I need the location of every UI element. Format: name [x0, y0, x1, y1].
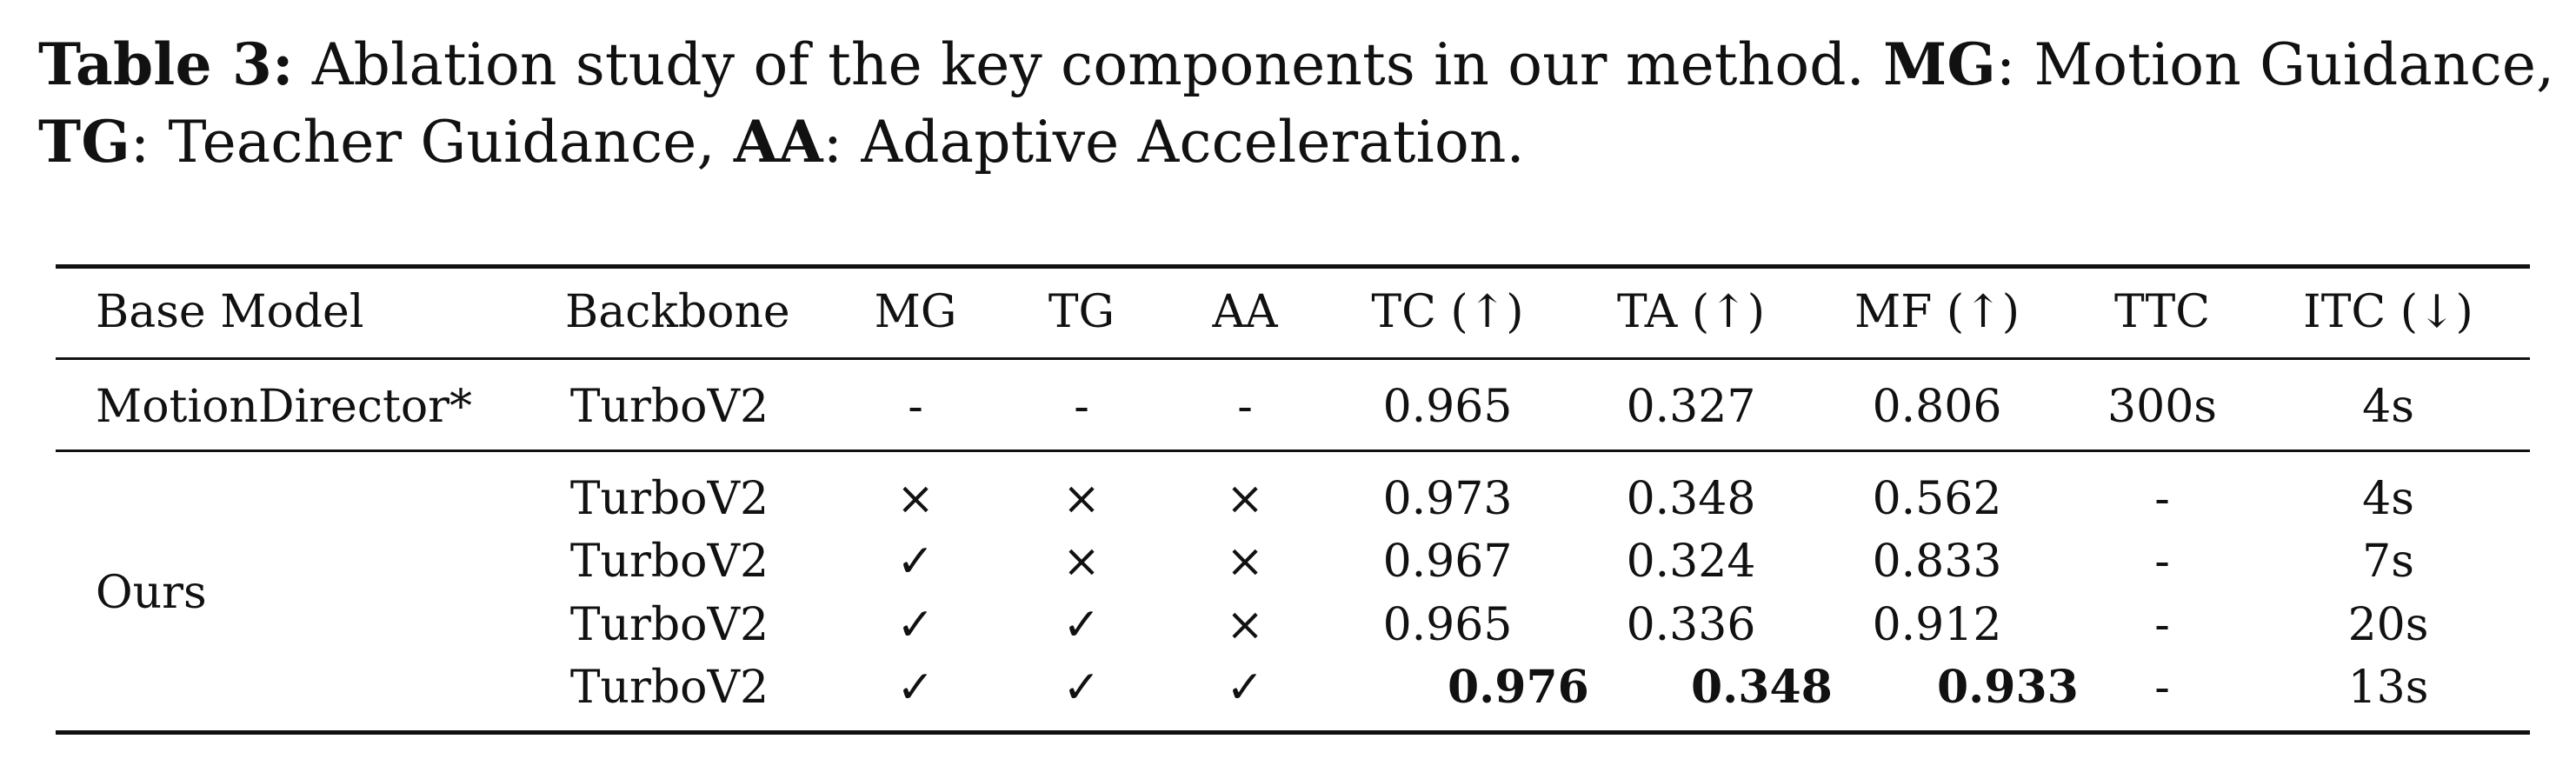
table-cell: ✓ [1062, 662, 1101, 714]
best-result-cell: 0.976 [1448, 661, 1589, 714]
table-cell: × [1226, 536, 1264, 588]
table-cell: ✓ [1226, 662, 1264, 714]
table-cell: TurboV2 [569, 662, 769, 714]
table-cell: 0.348 [1626, 473, 1756, 525]
table-cell: × [1062, 536, 1101, 588]
table-top-rule [56, 264, 2530, 269]
table-cell: 13s [2347, 662, 2429, 714]
table-cell: 0.336 [1626, 599, 1756, 651]
table-cell: - [908, 381, 923, 433]
table-bottom-rule [56, 730, 2530, 735]
table-cell: - [2154, 599, 2170, 651]
header-rule [56, 357, 2530, 360]
table-cell: × [1226, 473, 1264, 525]
table-cell: ✓ [896, 662, 935, 714]
table-cell: 0.833 [1872, 536, 2002, 588]
table-caption: Table 3: Ablation study of the key compo… [38, 26, 2559, 181]
table-cell: 20s [2347, 599, 2429, 651]
table-cell: - [2154, 662, 2170, 714]
table-cell: 0.806 [1872, 381, 2002, 433]
table-cell: ✓ [896, 599, 935, 651]
column-header: MF (↑) [1854, 286, 2020, 338]
column-header: TC (↑) [1371, 286, 1524, 338]
table-cell: × [1062, 473, 1101, 525]
column-header: AA [1212, 286, 1278, 338]
table-cell: 0.967 [1382, 536, 1513, 588]
table-cell: × [1226, 599, 1264, 651]
table-cell: 0.965 [1382, 599, 1513, 651]
caption-tg-abbr: TG [38, 108, 130, 176]
caption-mg-def: : Motion Guidance, [1995, 31, 2555, 98]
table-cell: 0.562 [1872, 473, 2002, 525]
table-cell: - [2154, 473, 2170, 525]
table-cell: TurboV2 [569, 381, 769, 433]
table-cell: TurboV2 [569, 473, 769, 525]
table-cell: 0.324 [1626, 536, 1756, 588]
table-cell: - [1074, 381, 1089, 433]
caption-text: Ablation study of the key components in … [293, 31, 1884, 98]
table-cell: 300s [2107, 381, 2217, 433]
caption-table-label: Table 3: [38, 30, 294, 98]
table-cell: TurboV2 [569, 599, 769, 651]
column-header: Backbone [565, 286, 790, 338]
caption-aa-abbr: AA [733, 108, 823, 176]
table-cell: 0.973 [1382, 473, 1513, 525]
base-model-label: MotionDirector* [96, 381, 473, 433]
column-header: TA (↑) [1616, 286, 1766, 338]
table-cell: ✓ [896, 536, 935, 588]
table-cell: 7s [2362, 536, 2414, 588]
table-cell: ✓ [1062, 599, 1101, 651]
table-cell: 0.912 [1872, 599, 2002, 651]
best-result-cell: 0.348 [1691, 661, 1833, 714]
table-cell: 4s [2362, 473, 2414, 525]
base-model-label: Ours [96, 567, 207, 619]
table-cell: 0.965 [1382, 381, 1513, 433]
table-cell: - [1237, 381, 1253, 433]
column-header: ITC (↓) [2303, 286, 2473, 338]
column-header: Base Model [96, 286, 364, 338]
table-cell: × [896, 473, 935, 525]
best-result-cell: 0.933 [1937, 661, 2079, 714]
table-cell: TurboV2 [569, 536, 769, 588]
caption-mg-abbr: MG [1883, 30, 1996, 98]
table-cell: 0.327 [1626, 381, 1756, 433]
column-header: MG [874, 286, 957, 338]
caption-aa-def: : Adaptive Acceleration. [822, 109, 1525, 176]
column-header: TTC [2113, 286, 2211, 338]
table-cell: - [2154, 536, 2170, 588]
table-cell: 4s [2362, 381, 2414, 433]
group-rule [56, 449, 2530, 452]
caption-tg-def: : Teacher Guidance, [130, 109, 734, 176]
column-header: TG [1048, 286, 1115, 338]
